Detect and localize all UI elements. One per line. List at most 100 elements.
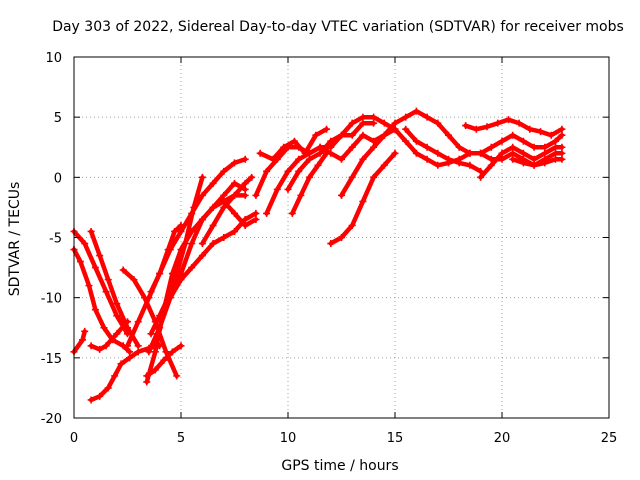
data-point [370, 113, 378, 121]
data-point [241, 155, 249, 163]
data-point [231, 209, 238, 217]
data-point [126, 348, 134, 356]
data-point [483, 123, 491, 131]
data-point [316, 149, 324, 157]
data-point [113, 312, 121, 320]
data-point [541, 149, 549, 157]
data-point [487, 155, 495, 163]
series-track-15 [198, 173, 256, 248]
data-point [552, 155, 559, 163]
data-point [519, 149, 527, 157]
series-track-21 [256, 125, 331, 163]
data-point [209, 221, 217, 229]
data-point [552, 143, 559, 151]
data-point [256, 149, 264, 157]
data-point [348, 173, 356, 181]
series-track-25 [402, 125, 485, 175]
series-line [125, 157, 248, 349]
data-point [87, 396, 95, 404]
data-point [541, 159, 549, 167]
data-point [323, 125, 331, 133]
data-point [263, 209, 271, 217]
data-point [162, 348, 170, 356]
series-track-5 [87, 318, 131, 353]
data-point [177, 276, 185, 284]
series-track-1 [70, 227, 131, 338]
data-point [252, 209, 260, 217]
data-point [134, 348, 142, 356]
data-point [391, 125, 399, 133]
data-point [547, 131, 555, 139]
data-point [466, 149, 474, 157]
data-point [209, 179, 217, 187]
series-group [70, 107, 566, 404]
data-point [380, 161, 388, 169]
data-point [295, 155, 303, 163]
data-point [126, 354, 134, 362]
series-track-22 [327, 149, 399, 248]
data-point [134, 318, 142, 326]
grid [74, 57, 609, 418]
data-point [102, 288, 110, 296]
data-point [519, 137, 527, 145]
data-point [445, 155, 452, 163]
data-point [537, 128, 545, 136]
data-point [558, 125, 566, 133]
data-point [348, 131, 356, 139]
data-point [348, 119, 356, 127]
data-point [188, 264, 196, 272]
data-point [87, 227, 95, 235]
data-point [124, 342, 131, 350]
data-point [87, 342, 95, 350]
series-track-26 [462, 116, 566, 139]
data-point [209, 240, 217, 248]
series-line [71, 247, 132, 355]
data-point [91, 264, 99, 272]
data-point [558, 131, 566, 139]
data-point [119, 266, 127, 274]
data-point [81, 327, 89, 335]
x-tick-label: 20 [494, 431, 511, 446]
data-point [305, 155, 313, 163]
series-track-28 [509, 155, 566, 169]
data-point [231, 159, 238, 167]
data-point [370, 173, 378, 181]
ticks [73, 56, 610, 419]
data-point [312, 131, 320, 139]
data-point [177, 221, 185, 229]
data-point [81, 240, 89, 248]
data-point [380, 119, 388, 127]
series-track-6 [87, 342, 164, 404]
data-point [305, 173, 313, 181]
series-track-3 [87, 227, 142, 350]
series-line [144, 181, 248, 385]
data-point [509, 131, 517, 139]
data-point [209, 203, 217, 211]
data-point [327, 137, 335, 145]
data-point [487, 143, 495, 151]
data-point [96, 392, 104, 400]
data-point [198, 215, 206, 223]
series-line [146, 193, 248, 355]
data-point [509, 143, 517, 151]
series-track-8 [143, 342, 185, 380]
data-point [445, 131, 452, 139]
data-point [145, 294, 153, 302]
data-point [173, 372, 181, 380]
data-point [412, 149, 420, 157]
data-point [391, 119, 399, 127]
series-track-16 [220, 197, 260, 229]
data-point [188, 240, 196, 248]
data-point [338, 155, 345, 163]
y-tick-label: -20 [41, 412, 62, 427]
data-point [231, 179, 238, 187]
data-point [423, 155, 431, 163]
x-tick-label: 5 [177, 431, 185, 446]
data-point [402, 137, 410, 145]
data-point [198, 240, 206, 248]
data-point [96, 252, 104, 260]
x-axis-label: GPS time / hours [281, 458, 398, 474]
data-point [472, 125, 480, 133]
data-point [541, 143, 549, 151]
x-tick-label: 15 [387, 431, 404, 446]
